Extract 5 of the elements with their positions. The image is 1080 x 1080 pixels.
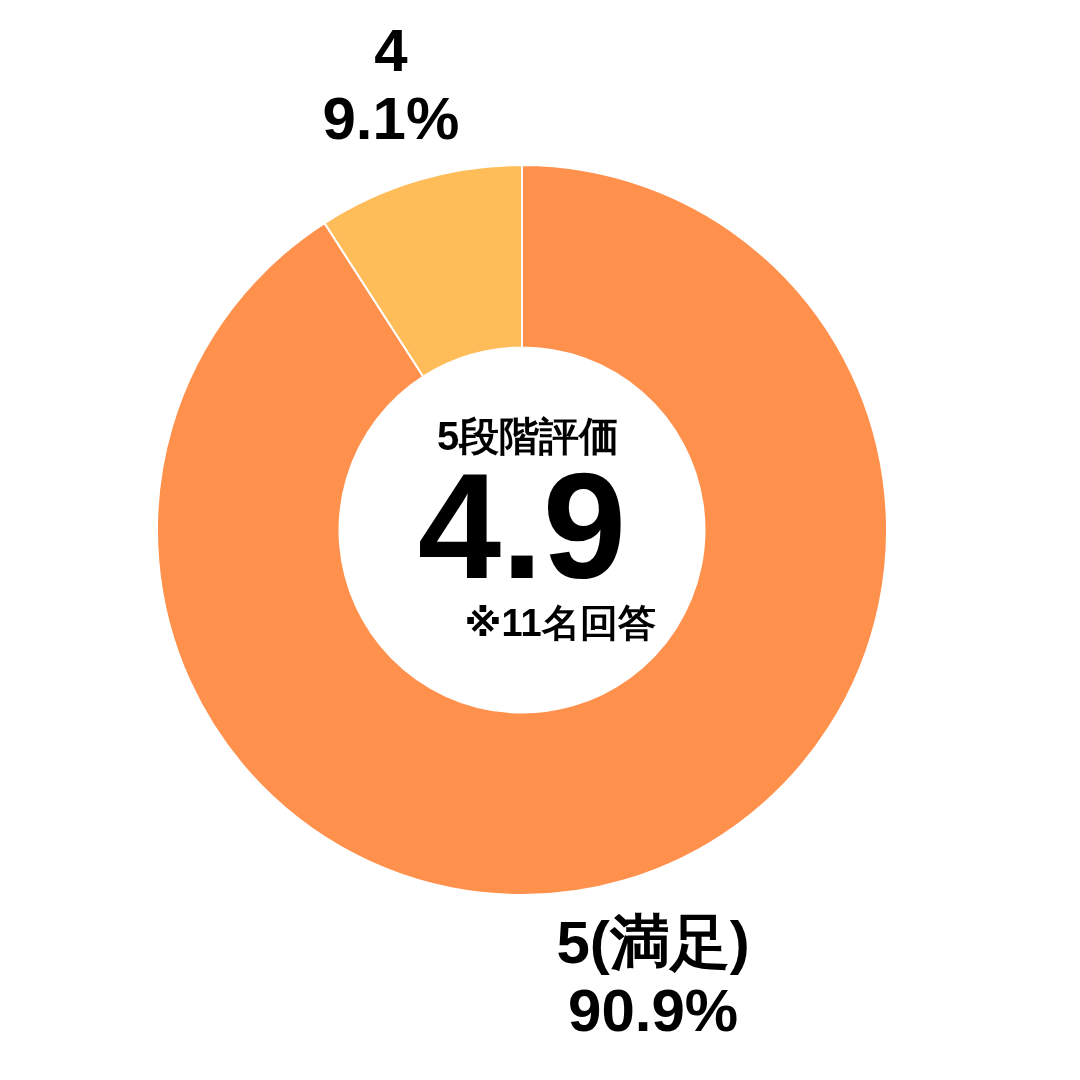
data-label: 9.1% bbox=[322, 84, 460, 152]
data-label: 90.9% bbox=[568, 977, 739, 1045]
text: ※11名回答 bbox=[464, 602, 656, 644]
slice-label: 4 bbox=[374, 16, 409, 84]
slice-label: 5(満足) bbox=[556, 909, 750, 977]
